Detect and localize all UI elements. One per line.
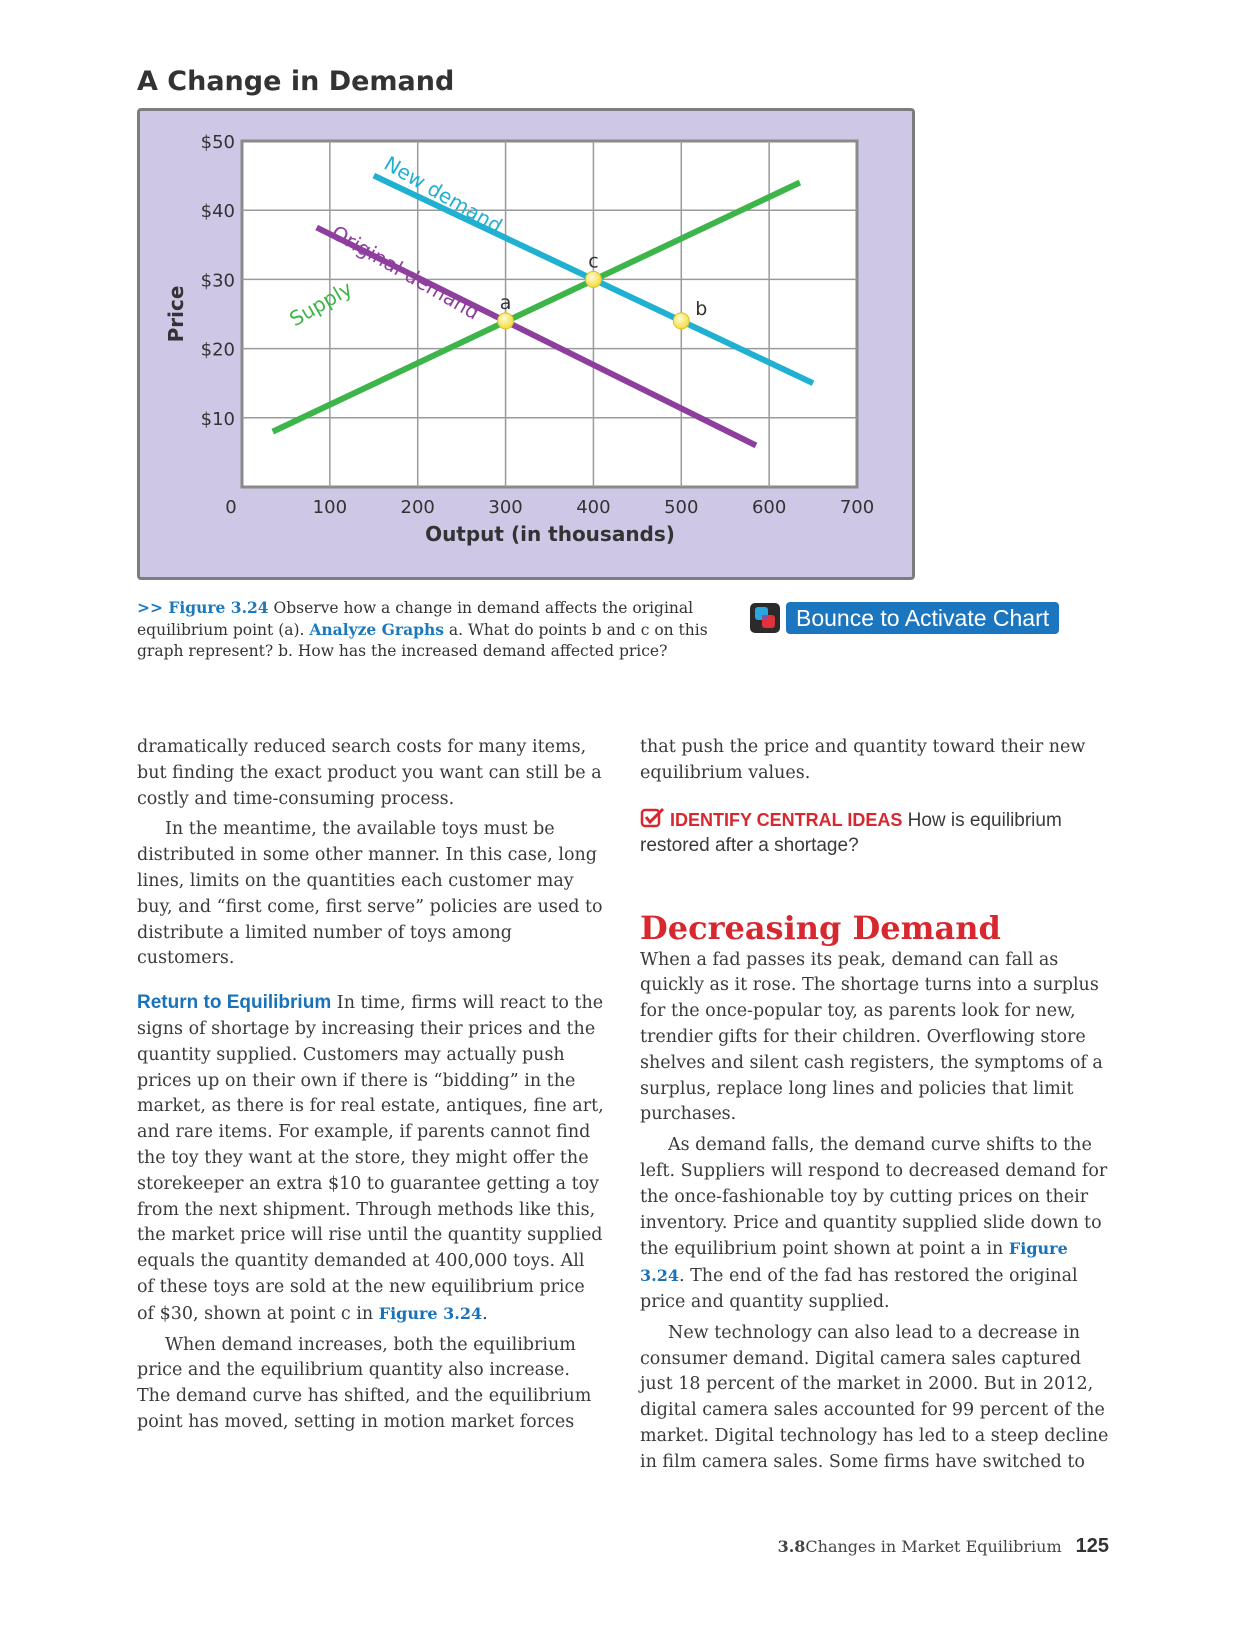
caption-figure-ref[interactable]: Figure 3.24: [168, 598, 269, 617]
caption-text-1: Observe how a change in demand affects t…: [137, 599, 694, 639]
left-paragraph-1: dramatically reduced search costs for ma…: [137, 737, 602, 809]
right-paragraph-2: When a fad passes its peak, demand can f…: [640, 949, 1103, 1125]
y-tick-label: $40: [201, 201, 235, 222]
chart-title: A Change in Demand: [137, 66, 455, 97]
identify-central-ideas: IDENTIFY CENTRAL IDEAS How is equilibriu…: [640, 807, 1110, 858]
y-tick-label: $30: [201, 270, 235, 291]
identify-label: IDENTIFY CENTRAL IDEAS: [670, 809, 903, 830]
footer-section-title: Changes in Market Equilibrium: [805, 1537, 1062, 1556]
right-paragraph-4: New technology can also lead to a decrea…: [640, 1322, 1109, 1472]
right-figure-ref[interactable]: Figure 3.24: [640, 1239, 1068, 1286]
left-column: dramatically reduced search costs for ma…: [137, 735, 607, 1436]
x-tick-label: 200: [401, 497, 435, 518]
x-tick-label: 600: [752, 497, 786, 518]
decreasing-demand-heading: Decreasing Demand: [640, 908, 1001, 947]
point-label-a: a: [500, 292, 512, 314]
caption-text-2: a. What do points b and c on this graph …: [137, 621, 708, 660]
right-paragraph-3-text: As demand falls, the demand curve shifts…: [640, 1135, 1108, 1260]
x-tick-label: 100: [313, 497, 347, 518]
footer-section-number: 3.8: [777, 1537, 806, 1556]
left-paragraph-3-end: .: [482, 1303, 488, 1324]
plot-area: [240, 139, 859, 489]
caption-prefix: >>: [137, 598, 169, 617]
x-tick-label: 300: [488, 497, 522, 518]
identify-question: How is equilibrium restored after a shor…: [640, 809, 1062, 856]
right-paragraph-3: As demand falls, the demand curve shifts…: [640, 1133, 1110, 1316]
x-tick-label: 500: [664, 497, 698, 518]
original-demand-line: [315, 224, 758, 449]
x-axis-label: Output (in thousands): [425, 522, 675, 546]
x-tick-label: 0: [225, 497, 236, 518]
equilibrium-point-c: [584, 270, 602, 288]
equilibrium-point-b: [672, 312, 690, 330]
left-figure-ref[interactable]: Figure 3.24: [378, 1303, 483, 1323]
point-label-b: b: [695, 298, 707, 320]
page-number: 125: [1075, 1535, 1109, 1557]
caption-analyze-graphs: Analyze Graphs: [309, 620, 444, 639]
supply-line: [271, 179, 802, 435]
x-tick-label: 700: [840, 497, 874, 518]
page-footer: 3.8 Changes in Market Equilibrium 125: [778, 1535, 1109, 1558]
checkbox-icon: [640, 807, 665, 827]
point-label-c: c: [588, 250, 598, 272]
left-paragraph-2: In the meantime, the available toys must…: [137, 819, 603, 969]
return-to-equilibrium-heading: Return to Equilibrium: [137, 992, 332, 1014]
y-tick-label: $20: [201, 340, 235, 361]
right-paragraph-1: that push the price and quantity toward …: [640, 737, 1086, 783]
right-paragraph-3-end: . The end of the fad has restored the or…: [640, 1266, 1078, 1312]
equilibrium-point-a: [497, 312, 515, 330]
bounce-button-label[interactable]: Bounce to Activate Chart: [786, 601, 1060, 634]
chart-panel: $10 $20 $30 $40 $50 0 100 200 300 400 500 600 700 P…: [137, 108, 915, 580]
chart-svg: $10 $20 $30 $40 $50 0 100 200 300 400 500 600 700 P…: [164, 132, 874, 546]
left-paragraph-3: Return to Equilibrium In time, firms wil…: [137, 990, 607, 1327]
y-axis-label: Price: [164, 286, 188, 343]
bounce-activate-button[interactable]: Bounce to Activate Chart: [750, 601, 1060, 634]
left-paragraph-3-text: In time, firms will react to the signs o…: [137, 993, 604, 1324]
x-tick-label: 400: [576, 497, 610, 518]
y-tick-label: $50: [201, 132, 235, 153]
y-tick-label: $10: [201, 409, 235, 430]
right-column: that push the price and quantity toward …: [640, 735, 1110, 1476]
bounce-app-icon[interactable]: [750, 602, 780, 633]
left-paragraph-4: When demand increases, both the equilibr…: [137, 1334, 592, 1432]
figure-caption: >> Figure 3.24 Observe how a change in d…: [137, 597, 727, 662]
